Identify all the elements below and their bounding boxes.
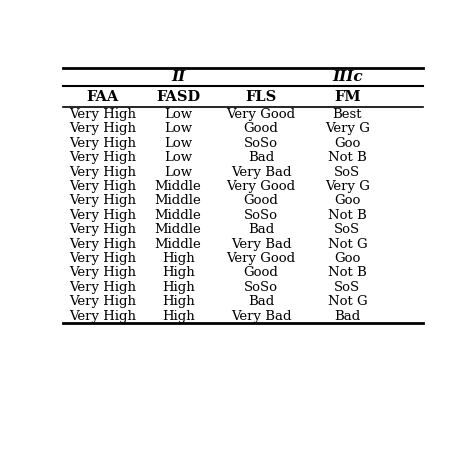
Text: FASD: FASD: [156, 90, 200, 104]
Text: Very Bad: Very Bad: [231, 237, 291, 251]
Text: FLS: FLS: [246, 90, 276, 104]
Text: Good: Good: [244, 122, 278, 136]
Text: Very High: Very High: [69, 108, 136, 121]
Text: SoSo: SoSo: [244, 281, 278, 294]
Text: Very High: Very High: [69, 281, 136, 294]
Text: Middle: Middle: [155, 209, 201, 222]
Text: Very High: Very High: [69, 194, 136, 208]
Text: Goo: Goo: [334, 194, 361, 208]
Text: Very Good: Very Good: [227, 180, 295, 193]
Text: Very High: Very High: [69, 180, 136, 193]
Text: Very High: Very High: [69, 165, 136, 179]
Text: SoSo: SoSo: [244, 209, 278, 222]
Text: Very Bad: Very Bad: [231, 310, 291, 323]
Text: Very Bad: Very Bad: [231, 165, 291, 179]
Text: Best: Best: [333, 108, 362, 121]
Text: Very G: Very G: [325, 122, 370, 136]
Text: Very Good: Very Good: [227, 108, 295, 121]
Text: Low: Low: [164, 151, 192, 164]
Text: Low: Low: [164, 108, 192, 121]
Text: Low: Low: [164, 122, 192, 136]
Text: Bad: Bad: [248, 295, 274, 308]
Text: Very High: Very High: [69, 151, 136, 164]
Text: SoS: SoS: [334, 165, 360, 179]
Text: FM: FM: [334, 90, 361, 104]
Text: Very High: Very High: [69, 266, 136, 279]
Text: FAA: FAA: [86, 90, 118, 104]
Text: IIIc: IIIc: [332, 70, 363, 84]
Text: Bad: Bad: [334, 310, 360, 323]
Text: Goo: Goo: [334, 252, 361, 265]
Text: Very G: Very G: [325, 180, 370, 193]
Text: Very High: Very High: [69, 209, 136, 222]
Text: High: High: [162, 281, 194, 294]
Text: Very High: Very High: [69, 223, 136, 236]
Text: Very High: Very High: [69, 137, 136, 150]
Text: Very High: Very High: [69, 310, 136, 323]
Text: Very High: Very High: [69, 237, 136, 251]
Text: Very High: Very High: [69, 252, 136, 265]
Text: Very High: Very High: [69, 122, 136, 136]
Text: SoS: SoS: [334, 223, 360, 236]
Text: Middle: Middle: [155, 223, 201, 236]
Text: Not G: Not G: [328, 295, 367, 308]
Text: Not G: Not G: [328, 237, 367, 251]
Text: Very High: Very High: [69, 295, 136, 308]
Text: Very Good: Very Good: [227, 252, 295, 265]
Text: Bad: Bad: [248, 223, 274, 236]
Text: High: High: [162, 266, 194, 279]
Text: High: High: [162, 252, 194, 265]
Text: Middle: Middle: [155, 237, 201, 251]
Text: Not B: Not B: [328, 209, 367, 222]
Text: II: II: [171, 70, 185, 84]
Text: Low: Low: [164, 165, 192, 179]
Text: Good: Good: [244, 266, 278, 279]
Text: Middle: Middle: [155, 194, 201, 208]
Text: SoS: SoS: [334, 281, 360, 294]
Text: Low: Low: [164, 137, 192, 150]
Text: High: High: [162, 310, 194, 323]
Text: Not B: Not B: [328, 151, 367, 164]
Text: Goo: Goo: [334, 137, 361, 150]
Text: Middle: Middle: [155, 180, 201, 193]
Text: Bad: Bad: [248, 151, 274, 164]
Text: SoSo: SoSo: [244, 137, 278, 150]
Text: Not B: Not B: [328, 266, 367, 279]
Text: High: High: [162, 295, 194, 308]
Text: Good: Good: [244, 194, 278, 208]
